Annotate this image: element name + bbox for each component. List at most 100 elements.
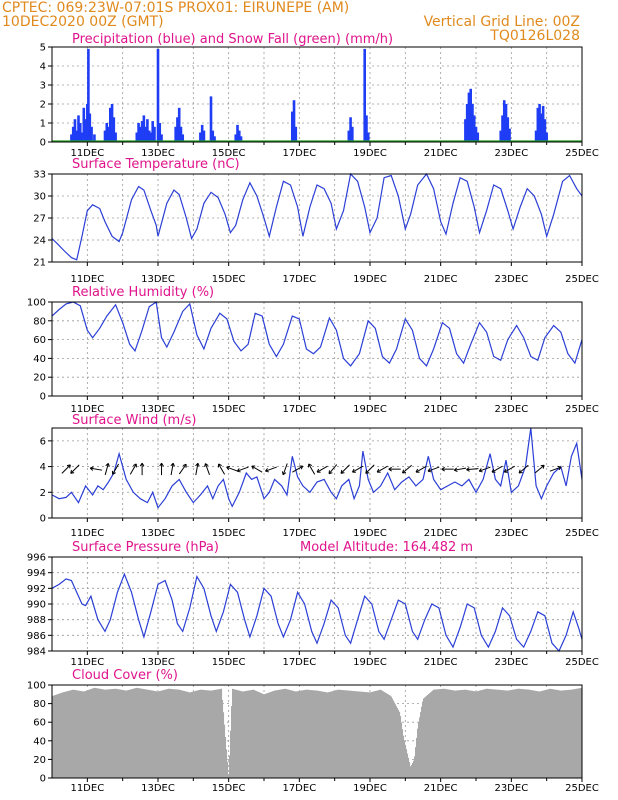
wind-vector-shaft: [504, 465, 516, 473]
cloud-bar: [224, 724, 226, 778]
cloud-bar: [334, 690, 336, 778]
cloud-bar: [132, 688, 134, 778]
cloud-bar: [147, 689, 149, 778]
cloud-bar: [396, 706, 398, 778]
y-tick-label: 0: [40, 774, 46, 785]
cloud-bar: [529, 689, 531, 778]
cloud-bar: [237, 690, 239, 778]
cloud-bar: [223, 712, 225, 778]
cloud-bar: [209, 690, 211, 778]
cloud-bar: [283, 689, 285, 778]
cloud-bar: [558, 690, 560, 778]
wind-vector: [265, 466, 277, 473]
panel-title: Surface Pressure (hPa): [72, 540, 219, 555]
wind-vector-shaft: [170, 463, 174, 476]
cloud-bar: [221, 688, 223, 778]
cloud-bar: [78, 690, 80, 778]
cloud-bar: [271, 691, 273, 778]
y-tick-label: 20: [33, 373, 46, 384]
wind-vector: [226, 465, 239, 472]
cloud-bar: [366, 692, 368, 778]
precip-bar: [237, 130, 241, 142]
precip-bar: [465, 104, 469, 142]
precip-bar: [349, 117, 352, 142]
cloud-bar: [130, 689, 132, 778]
cloud-bar: [133, 688, 135, 778]
wind-vector-head: [251, 465, 256, 470]
wind-vector: [316, 465, 328, 473]
cloud-bar: [487, 688, 489, 778]
cloud-bar: [217, 689, 219, 778]
cloud-bar: [375, 690, 377, 778]
wind-vector-head: [226, 465, 231, 471]
cloud-bar: [197, 690, 199, 778]
cloud-bar: [378, 690, 380, 778]
cloud-bar: [247, 690, 249, 778]
wind-vector: [503, 465, 516, 473]
cloud-bar: [218, 689, 220, 778]
cloud-bar: [509, 690, 511, 778]
cloud-bar: [403, 735, 405, 778]
header-model-id: TQ0126L028: [489, 28, 580, 44]
cloud-bar: [204, 690, 206, 778]
panel-annotation: Model Altitude: 164.482 m: [300, 540, 473, 555]
cloud-bar: [87, 690, 89, 778]
cloud-bar: [266, 693, 268, 778]
wind-vector-head: [491, 468, 496, 473]
precip-bar: [87, 48, 90, 142]
wind-vector-shaft: [402, 464, 413, 474]
y-tick-label: 5: [40, 43, 46, 54]
y-tick-label: 60: [33, 718, 46, 729]
wind-vector: [491, 465, 503, 473]
cloud-bar: [292, 690, 294, 778]
wind-vector-shaft: [292, 465, 304, 473]
cloud-bar: [357, 691, 359, 778]
cloud-bar: [189, 692, 191, 778]
cloud-bar: [69, 690, 71, 778]
cloud-bar: [84, 691, 86, 778]
cloud-bar: [154, 690, 156, 778]
cloud-bar: [63, 692, 65, 778]
x-tick-label: 19DEC: [353, 528, 387, 539]
cloud-bar: [501, 690, 503, 778]
cloud-bar: [141, 688, 143, 778]
cloud-bar: [393, 700, 395, 778]
panel-5: Surface Pressure (hPa) Model Altitude: 16…: [27, 540, 599, 668]
precip-bar: [545, 132, 548, 142]
wind-vector: [549, 465, 562, 472]
cloud-bar: [528, 689, 530, 778]
cloud-bar: [310, 690, 312, 778]
cloud-bar: [116, 688, 118, 778]
x-tick-label: 17DEC: [282, 148, 316, 159]
precip-bar: [139, 126, 142, 142]
cloud-bar: [305, 689, 307, 778]
cloud-bar: [347, 690, 349, 778]
cloud-bar: [397, 708, 399, 778]
cloud-bar: [66, 691, 68, 778]
cloud-bar: [444, 688, 446, 778]
cloud-bar: [480, 690, 482, 778]
panel-frame: [51, 46, 583, 143]
x-tick-label: 15DEC: [212, 528, 246, 539]
cloud-bar: [485, 689, 487, 778]
cloud-bar: [272, 691, 274, 778]
cloud-bar: [373, 691, 375, 778]
cloud-bar: [170, 688, 172, 778]
precip-bar: [84, 119, 87, 142]
cloud-bar: [386, 693, 388, 778]
cloud-bar: [453, 690, 455, 778]
cloud-bar: [539, 691, 541, 778]
cloud-bar: [83, 691, 85, 778]
cloud-bar: [580, 688, 582, 778]
wind-vector-shaft: [178, 463, 187, 475]
cloud-bar: [333, 690, 335, 778]
cloud-bar: [89, 689, 91, 778]
precip-bar: [347, 130, 351, 142]
cloud-bar: [349, 690, 351, 778]
cloud-bar: [235, 689, 237, 778]
y-tick-label: 988: [27, 615, 46, 626]
cloud-bar: [160, 690, 162, 778]
cloud-bar: [288, 689, 290, 778]
cloud-bar: [183, 690, 185, 778]
wind-vector: [195, 462, 200, 476]
